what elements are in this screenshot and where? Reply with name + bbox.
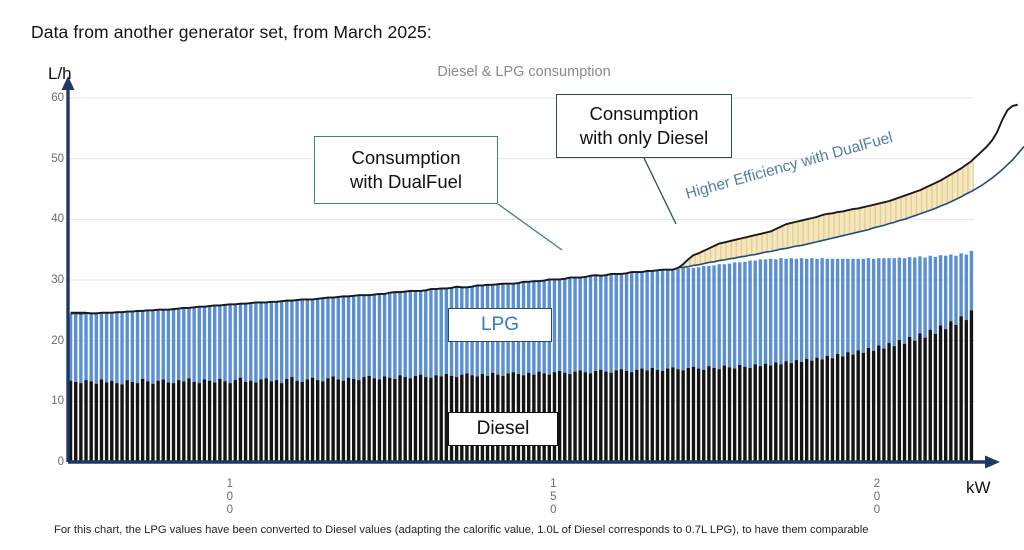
footnote: For this chart, the LPG values have been… xyxy=(54,524,869,536)
diesel-only-band xyxy=(70,161,972,314)
callout-dualfuel-line2: with DualFuel xyxy=(349,171,463,192)
x-axis-unit-label: kW xyxy=(966,478,991,497)
callout-diesel-line1: Consumption xyxy=(589,102,699,124)
y-tick-50: 50 xyxy=(51,152,64,165)
y-tick-40: 40 xyxy=(51,213,64,226)
y-axis-unit-label: L/h xyxy=(48,64,72,83)
leader-only-diesel xyxy=(643,157,677,225)
leader-dualfuel xyxy=(497,203,563,251)
bars-diesel xyxy=(68,310,974,462)
axes xyxy=(61,76,1000,469)
chart-title: Diesel & LPG consumption xyxy=(437,64,611,80)
legend-label-lpg[interactable]: LPG xyxy=(448,308,552,342)
chart-plot-area xyxy=(61,76,1024,469)
callout-diesel-line2: with only Diesel xyxy=(579,127,709,148)
chart-svg xyxy=(61,76,1024,469)
band-hatch xyxy=(71,161,974,314)
y-axis-arrowhead xyxy=(61,76,75,90)
x-axis-arrowhead xyxy=(985,455,1000,469)
callout-leader-lines xyxy=(497,157,677,251)
y-tick-60: 60 xyxy=(51,92,64,104)
slide-title: Data from another generator set, from Ma… xyxy=(31,22,432,42)
legend-label-diesel[interactable]: Diesel xyxy=(448,412,558,446)
y-axis-tick-labels: 0 10 20 30 40 50 60 xyxy=(34,92,64,468)
y-tick-30: 30 xyxy=(51,274,64,286)
callout-dualfuel-line1: Consumption xyxy=(351,146,461,168)
line-dualfuel-total xyxy=(70,145,1024,315)
y-tick-10: 10 xyxy=(51,395,64,408)
callout-consumption-only-diesel[interactable]: Consumption with only Diesel xyxy=(556,94,732,158)
y-tick-20: 20 xyxy=(51,334,64,347)
callout-consumption-dualfuel[interactable]: Consumption with DualFuel xyxy=(314,136,498,204)
y-tick-0: 0 xyxy=(57,456,64,468)
line-diesel-only xyxy=(70,103,1018,315)
